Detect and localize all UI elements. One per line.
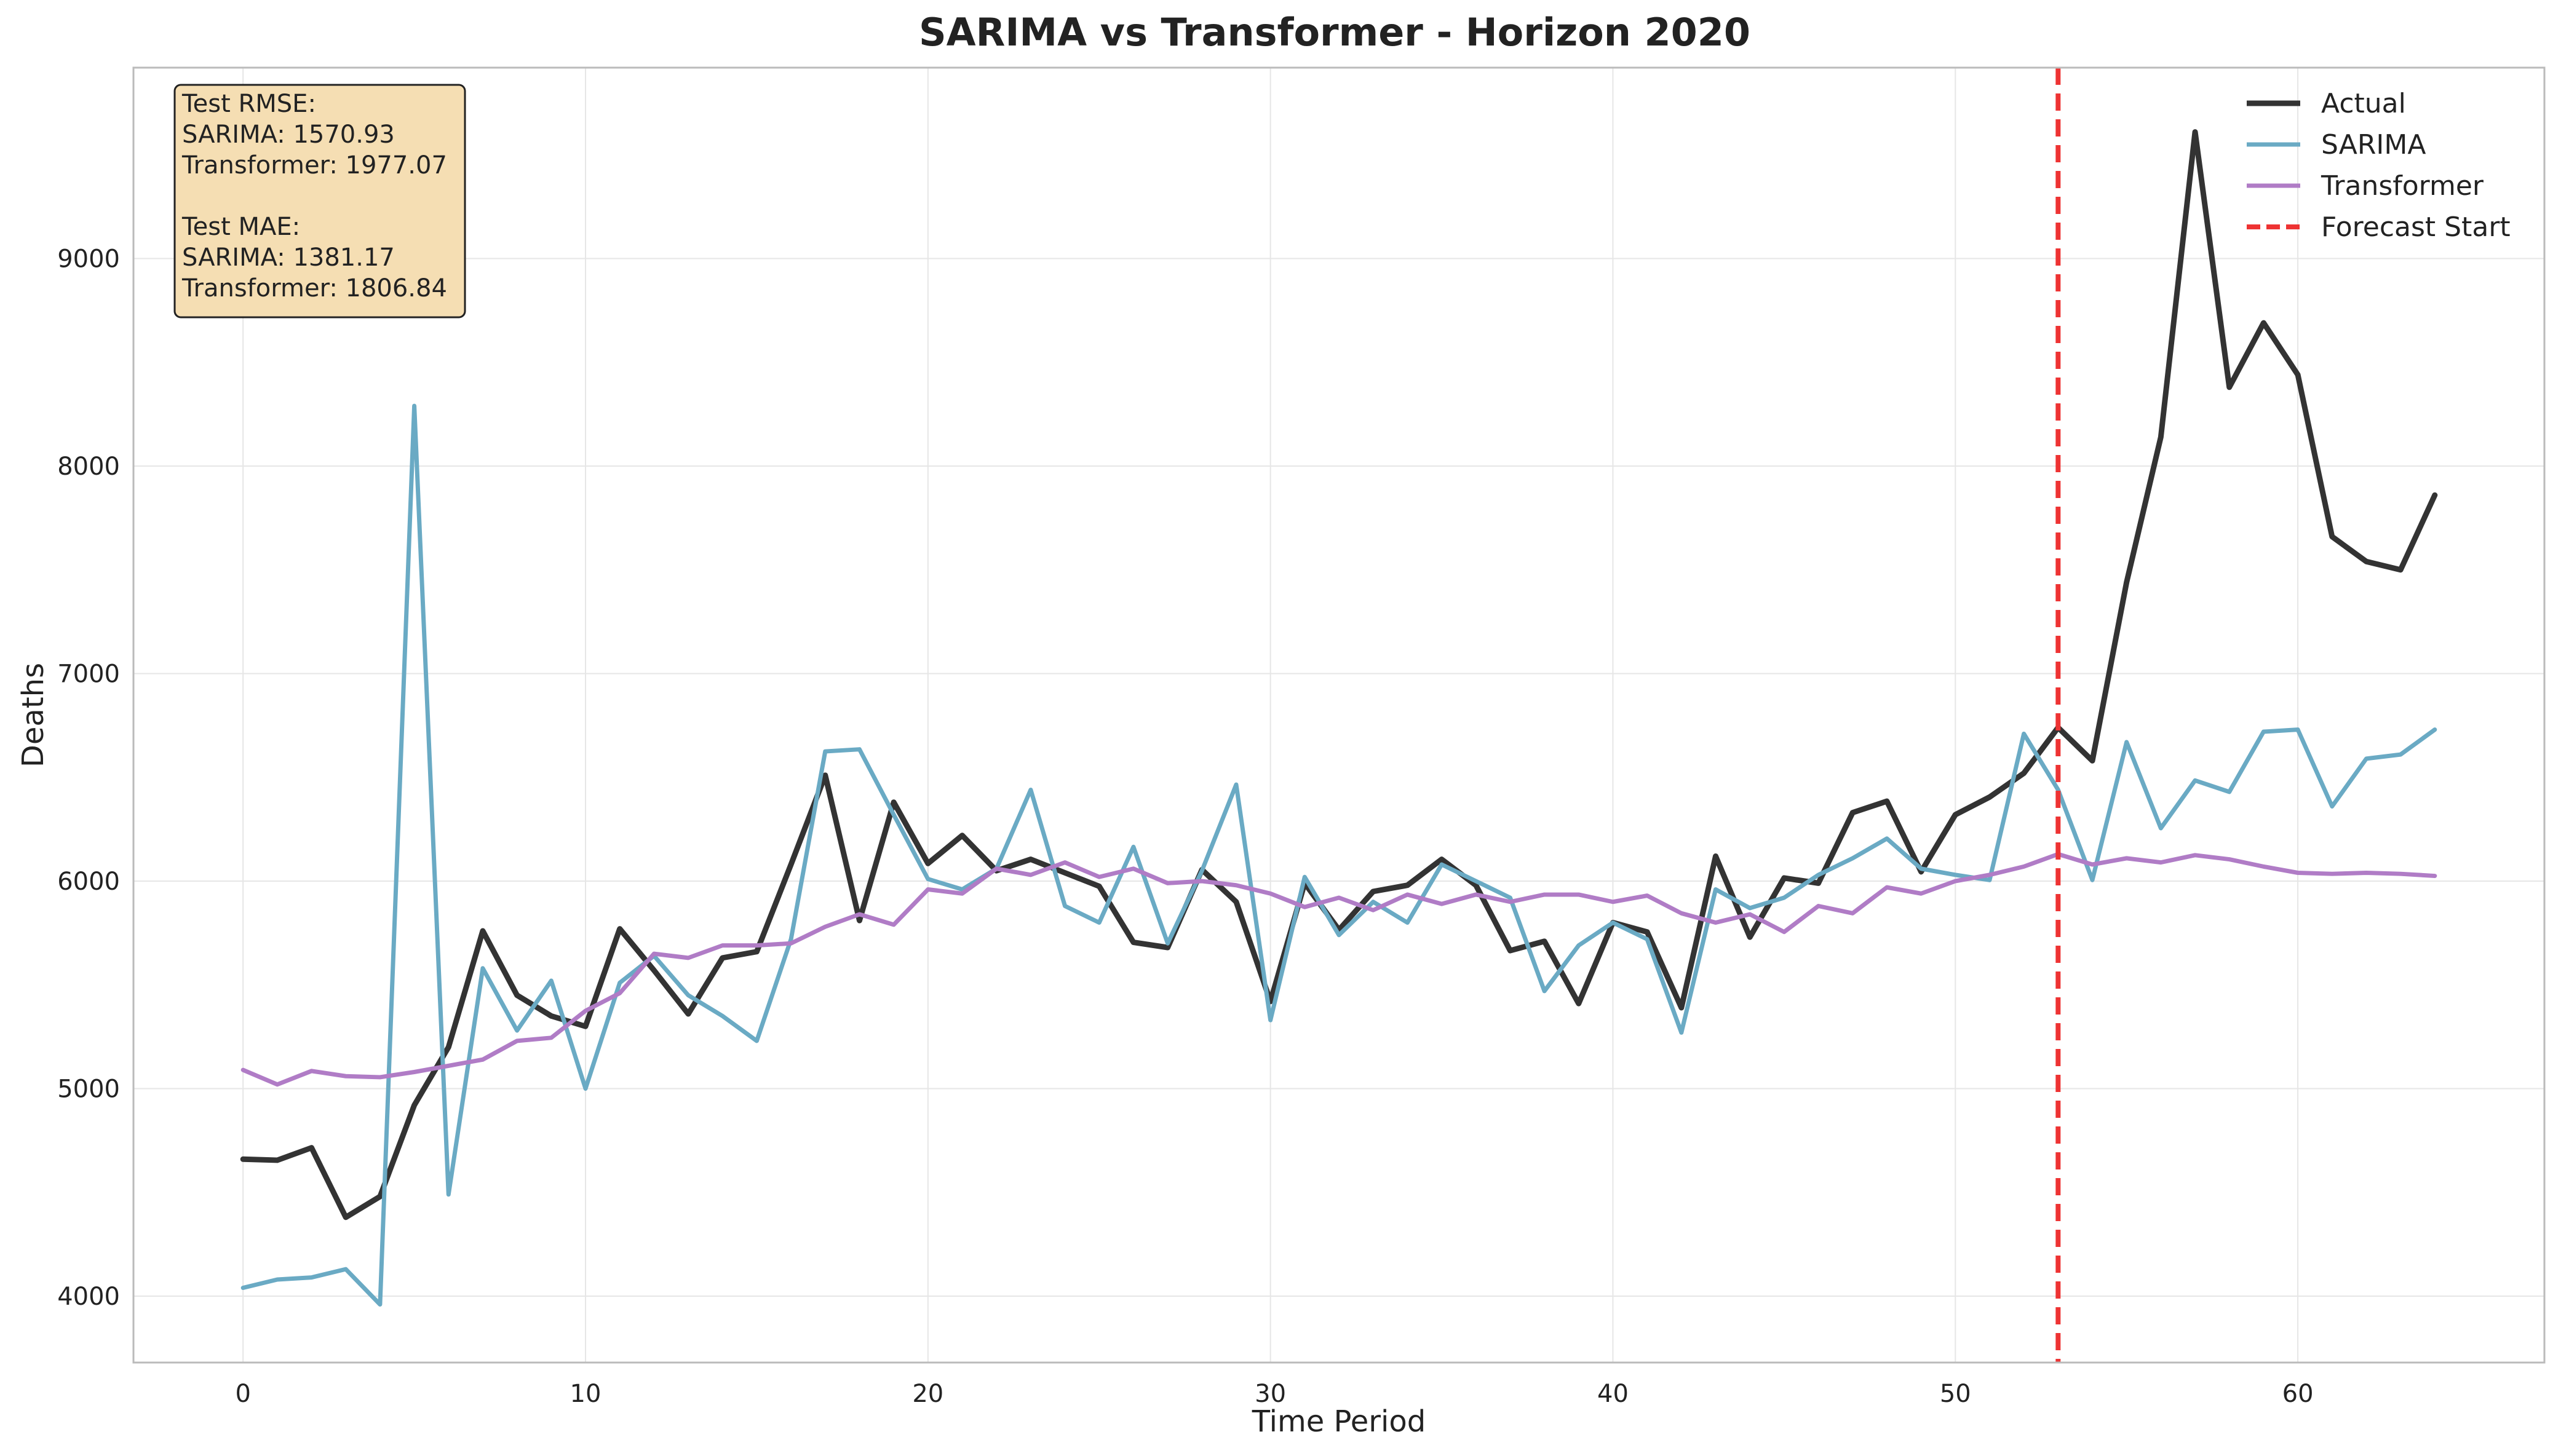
series-line-transformer — [240, 852, 2437, 1087]
legend-label: Transformer — [2321, 170, 2484, 202]
annotation-line: Transformer: 1977.07 — [181, 151, 447, 180]
x-tick-label: 60 — [2282, 1380, 2314, 1408]
series-group — [240, 68, 2438, 1363]
x-tick-labels: 0 10 20 30 40 50 60 — [235, 1380, 2313, 1408]
annotation-line: SARIMA: 1570.93 — [182, 121, 395, 149]
series-line-actual — [240, 129, 2438, 1221]
y-tick-label: 9000 — [57, 245, 120, 274]
y-axis-label: Deaths — [16, 663, 50, 767]
annotation-line: SARIMA: 1381.17 — [182, 243, 395, 272]
y-tick-label: 8000 — [57, 453, 120, 481]
legend-label: Forecast Start — [2321, 212, 2511, 243]
x-tick-label: 0 — [235, 1380, 250, 1408]
y-tick-label: 5000 — [57, 1075, 120, 1104]
series-line-sarima — [240, 403, 2437, 1307]
y-tick-label: 7000 — [57, 660, 120, 689]
x-tick-label: 20 — [912, 1380, 943, 1408]
x-axis-label: Time Period — [1252, 1404, 1426, 1439]
legend-label: SARIMA — [2321, 129, 2426, 160]
y-tick-label: 6000 — [57, 868, 120, 896]
x-tick-label: 10 — [570, 1380, 602, 1408]
legend: Actual SARIMA Transformer Forecast Start — [2247, 88, 2511, 243]
plot-frame — [132, 66, 2546, 1364]
y-tick-label: 4000 — [57, 1283, 120, 1311]
annotation-line: Test RMSE: — [181, 90, 316, 118]
x-tick-label: 50 — [1940, 1380, 1971, 1408]
grid — [133, 68, 2544, 1363]
chart-title: SARIMA vs Transformer - Horizon 2020 — [919, 10, 1750, 55]
annotation-line: Test MAE: — [181, 213, 300, 241]
y-tick-labels: 4000 5000 6000 7000 8000 9000 — [57, 245, 120, 1312]
x-tick-label: 40 — [1597, 1380, 1629, 1408]
annotation-box — [173, 84, 466, 318]
annotation-line: Transformer: 1806.84 — [181, 274, 447, 303]
x-tick-label: 30 — [1255, 1380, 1286, 1408]
legend-label: Actual — [2321, 88, 2406, 119]
